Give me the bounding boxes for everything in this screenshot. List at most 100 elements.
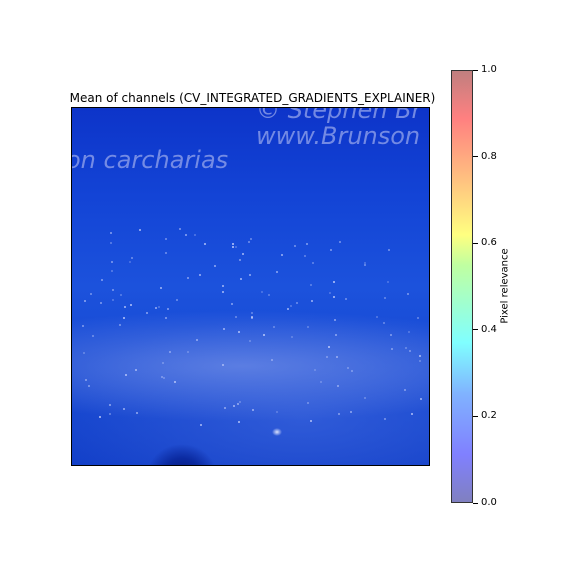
relevance-speck [233, 404, 235, 407]
relevance-speck [382, 322, 385, 325]
relevance-speck [418, 355, 421, 357]
relevance-speck [90, 292, 93, 295]
relevance-speck [130, 303, 133, 306]
relevance-speck [329, 248, 332, 251]
relevance-speck [332, 281, 335, 284]
relevance-speck [108, 403, 111, 406]
relevance-speck [111, 270, 114, 273]
relevance-speck [241, 253, 244, 255]
relevance-speck [411, 413, 414, 416]
relevance-speck [119, 323, 122, 326]
relevance-speck [261, 291, 264, 293]
relevance-speck [406, 293, 409, 295]
relevance-speck [334, 333, 337, 336]
relevance-speck [199, 423, 202, 426]
relevance-speck [296, 302, 299, 305]
colorbar-tick [473, 329, 478, 331]
relevance-speck [306, 326, 309, 329]
relevance-speck [223, 406, 226, 409]
relevance-speck [294, 245, 297, 248]
relevance-speck [313, 369, 316, 372]
relevance-speck [120, 293, 123, 296]
relevance-speck [238, 331, 241, 334]
relevance-speck [130, 257, 133, 260]
relevance-speck [223, 327, 226, 330]
relevance-speck [168, 351, 171, 353]
relevance-speck [249, 274, 252, 276]
relevance-speck [173, 381, 176, 384]
colorbar-tick [473, 156, 478, 158]
relevance-speck [231, 303, 234, 306]
relevance-speck [239, 259, 242, 262]
relevance-speck [408, 330, 411, 333]
relevance-speck [138, 228, 141, 231]
relevance-speck [289, 304, 292, 307]
relevance-speck [112, 298, 115, 301]
colorbar-tick-label: 0.2 [481, 410, 497, 422]
relevance-speck [222, 290, 225, 293]
relevance-speck [84, 300, 87, 302]
relevance-speck [237, 402, 240, 405]
colorbar [451, 70, 473, 503]
relevance-speck [161, 362, 164, 365]
relevance-speck [337, 384, 340, 387]
relevance-speck [196, 339, 199, 342]
relevance-speck [128, 260, 131, 263]
relevance-speck [162, 376, 165, 379]
relevance-speck [320, 381, 323, 384]
relevance-speck [328, 292, 331, 294]
relevance-speck [125, 373, 128, 376]
relevance-speck [417, 317, 420, 320]
relevance-speck [281, 254, 283, 257]
relevance-speck [364, 263, 367, 266]
relevance-speck [194, 233, 197, 236]
relevance-speck [306, 401, 309, 404]
relevance-speck [165, 252, 168, 255]
relevance-speck [275, 271, 278, 274]
relevance-speck [160, 287, 163, 290]
relevance-speck [403, 388, 406, 391]
relevance-speck [263, 333, 266, 336]
relevance-speck [338, 412, 341, 415]
relevance-speck [199, 274, 202, 277]
relevance-speck [305, 243, 308, 246]
relevance-speck [231, 243, 234, 246]
relevance-speck [310, 299, 313, 302]
relevance-speck [350, 369, 353, 372]
relevance-speck [134, 369, 137, 372]
relevance-speck [155, 306, 158, 309]
watermark-line-2: www.Brunson [256, 122, 421, 150]
relevance-speck [136, 412, 139, 415]
relevance-speck [275, 410, 278, 413]
colorbar-tick-label: 0.6 [481, 237, 497, 249]
relevance-speck [349, 411, 352, 413]
relevance-speck [84, 379, 87, 382]
colorbar-tick [473, 502, 478, 504]
relevance-speck [333, 295, 336, 298]
relevance-speck [383, 417, 386, 420]
relevance-speck [287, 308, 289, 311]
relevance-speck [310, 284, 313, 287]
relevance-speck [250, 311, 253, 314]
relevance-speck [270, 358, 273, 361]
relevance-speck [185, 233, 188, 236]
relevance-speck [187, 351, 190, 354]
relevance-speck [251, 316, 253, 319]
relevance-speck [167, 308, 170, 311]
relevance-speck [214, 264, 217, 267]
colorbar-tick-label: 0.0 [481, 497, 497, 508]
relevance-speck [109, 413, 112, 416]
watermark-line-3: on carcharias [72, 146, 229, 174]
relevance-speck [238, 401, 241, 404]
relevance-speck [344, 298, 347, 301]
relevance-speck [232, 245, 234, 248]
colorbar-tick [473, 69, 478, 71]
relevance-speck [248, 340, 251, 343]
relevance-speck [110, 260, 113, 263]
relevance-speck [146, 311, 149, 314]
colorbar-tick-label: 0.4 [481, 323, 497, 335]
colorbar-tick [473, 242, 478, 244]
colorbar-tick-label: 0.8 [481, 150, 497, 162]
relevance-speck [221, 284, 224, 287]
